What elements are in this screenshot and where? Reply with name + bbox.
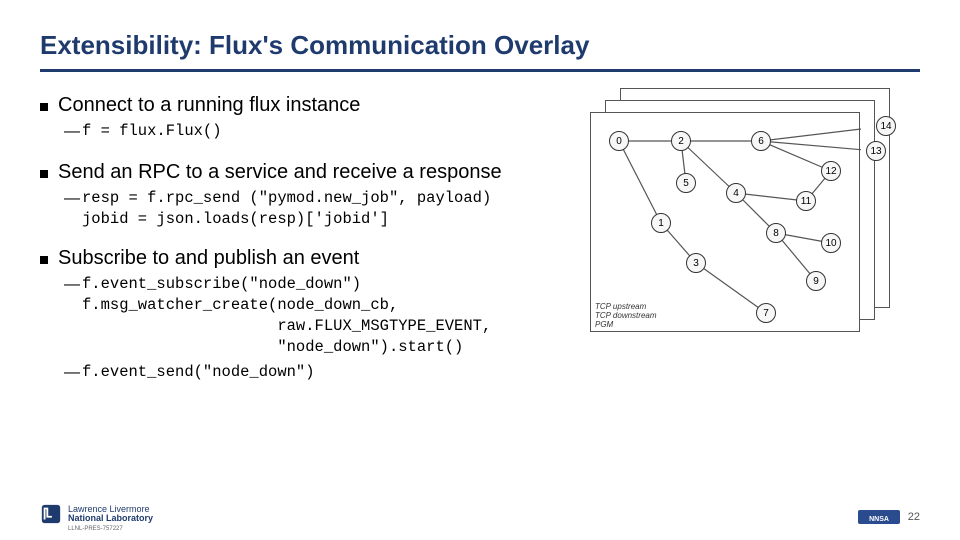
graph-node: 8 <box>766 223 786 243</box>
sub-bullet: — f.event_send("node_down") <box>64 362 582 384</box>
sub-bullet: — resp = f.rpc_send ("pymod.new_job", pa… <box>64 188 582 230</box>
dash-icon: — <box>64 274 82 358</box>
bullet-head: Send an RPC to a service and receive a r… <box>40 161 582 184</box>
panel-front: TCP upstream TCP downstream PGM 02614514… <box>590 112 860 332</box>
graph-node: 11 <box>796 191 816 211</box>
square-bullet-icon <box>40 256 48 264</box>
graph-node: 3 <box>686 253 706 273</box>
footer-right: NNSA 22 <box>858 508 920 526</box>
bullet-text: Subscribe to and publish an event <box>58 247 359 270</box>
slide-title: Extensibility: Flux's Communication Over… <box>40 30 920 61</box>
nnsa-logo-icon: NNSA <box>858 508 900 526</box>
graph-node: 0 <box>609 131 629 151</box>
graph-node: 4 <box>726 183 746 203</box>
graph-node: 6 <box>751 131 771 151</box>
graph-nodes: 02614514131211831097 <box>591 113 859 331</box>
org-line-2: National Laboratory <box>68 514 153 523</box>
llnl-text: Lawrence Livermore National Laboratory <box>68 505 153 523</box>
text-column: Connect to a running flux instance — f =… <box>40 94 590 402</box>
doc-ref: LLNL-PRES-757227 <box>68 526 153 532</box>
graph-node: 2 <box>671 131 691 151</box>
square-bullet-icon <box>40 170 48 178</box>
code-line: resp = f.rpc_send ("pymod.new_job", payl… <box>82 188 491 230</box>
graph-node: 9 <box>806 271 826 291</box>
svg-text:NNSA: NNSA <box>869 516 889 523</box>
dash-icon: — <box>64 121 82 143</box>
code-line: f.event_subscribe("node_down") f.msg_wat… <box>82 274 491 358</box>
bullet-2: Send an RPC to a service and receive a r… <box>40 161 582 230</box>
bullet-text: Send an RPC to a service and receive a r… <box>58 161 502 184</box>
body-row: Connect to a running flux instance — f =… <box>40 94 920 402</box>
dash-icon: — <box>64 188 82 230</box>
code-line: f = flux.Flux() <box>82 121 222 143</box>
square-bullet-icon <box>40 103 48 111</box>
graph-node: 7 <box>756 303 776 323</box>
bullet-1: Connect to a running flux instance — f =… <box>40 94 582 143</box>
footer-left: Lawrence Livermore National Laboratory L… <box>40 503 153 532</box>
code-line: f.event_send("node_down") <box>82 362 315 384</box>
graph-node: 13 <box>866 141 886 161</box>
footer: Lawrence Livermore National Laboratory L… <box>0 500 960 540</box>
overlay-figure: TCP upstream TCP downstream PGM 02614514… <box>590 88 910 338</box>
page-number: 22 <box>908 511 920 523</box>
title-rule <box>40 69 920 72</box>
dash-icon: — <box>64 362 82 384</box>
bullet-head: Subscribe to and publish an event <box>40 247 582 270</box>
slide: Extensibility: Flux's Communication Over… <box>0 0 960 540</box>
bullet-head: Connect to a running flux instance <box>40 94 582 117</box>
graph-node: 10 <box>821 233 841 253</box>
graph-node: 12 <box>821 161 841 181</box>
bullet-3: Subscribe to and publish an event — f.ev… <box>40 247 582 383</box>
graph-node: 5 <box>676 173 696 193</box>
figure-column: TCP upstream TCP downstream PGM 02614514… <box>590 94 920 402</box>
sub-bullet: — f = flux.Flux() <box>64 121 582 143</box>
graph-node: 14 <box>876 116 896 136</box>
llnl-logo-icon <box>40 503 62 525</box>
bullet-text: Connect to a running flux instance <box>58 94 360 117</box>
llnl-block: Lawrence Livermore National Laboratory <box>40 503 153 525</box>
graph-node: 1 <box>651 213 671 233</box>
sub-bullet: — f.event_subscribe("node_down") f.msg_w… <box>64 274 582 358</box>
